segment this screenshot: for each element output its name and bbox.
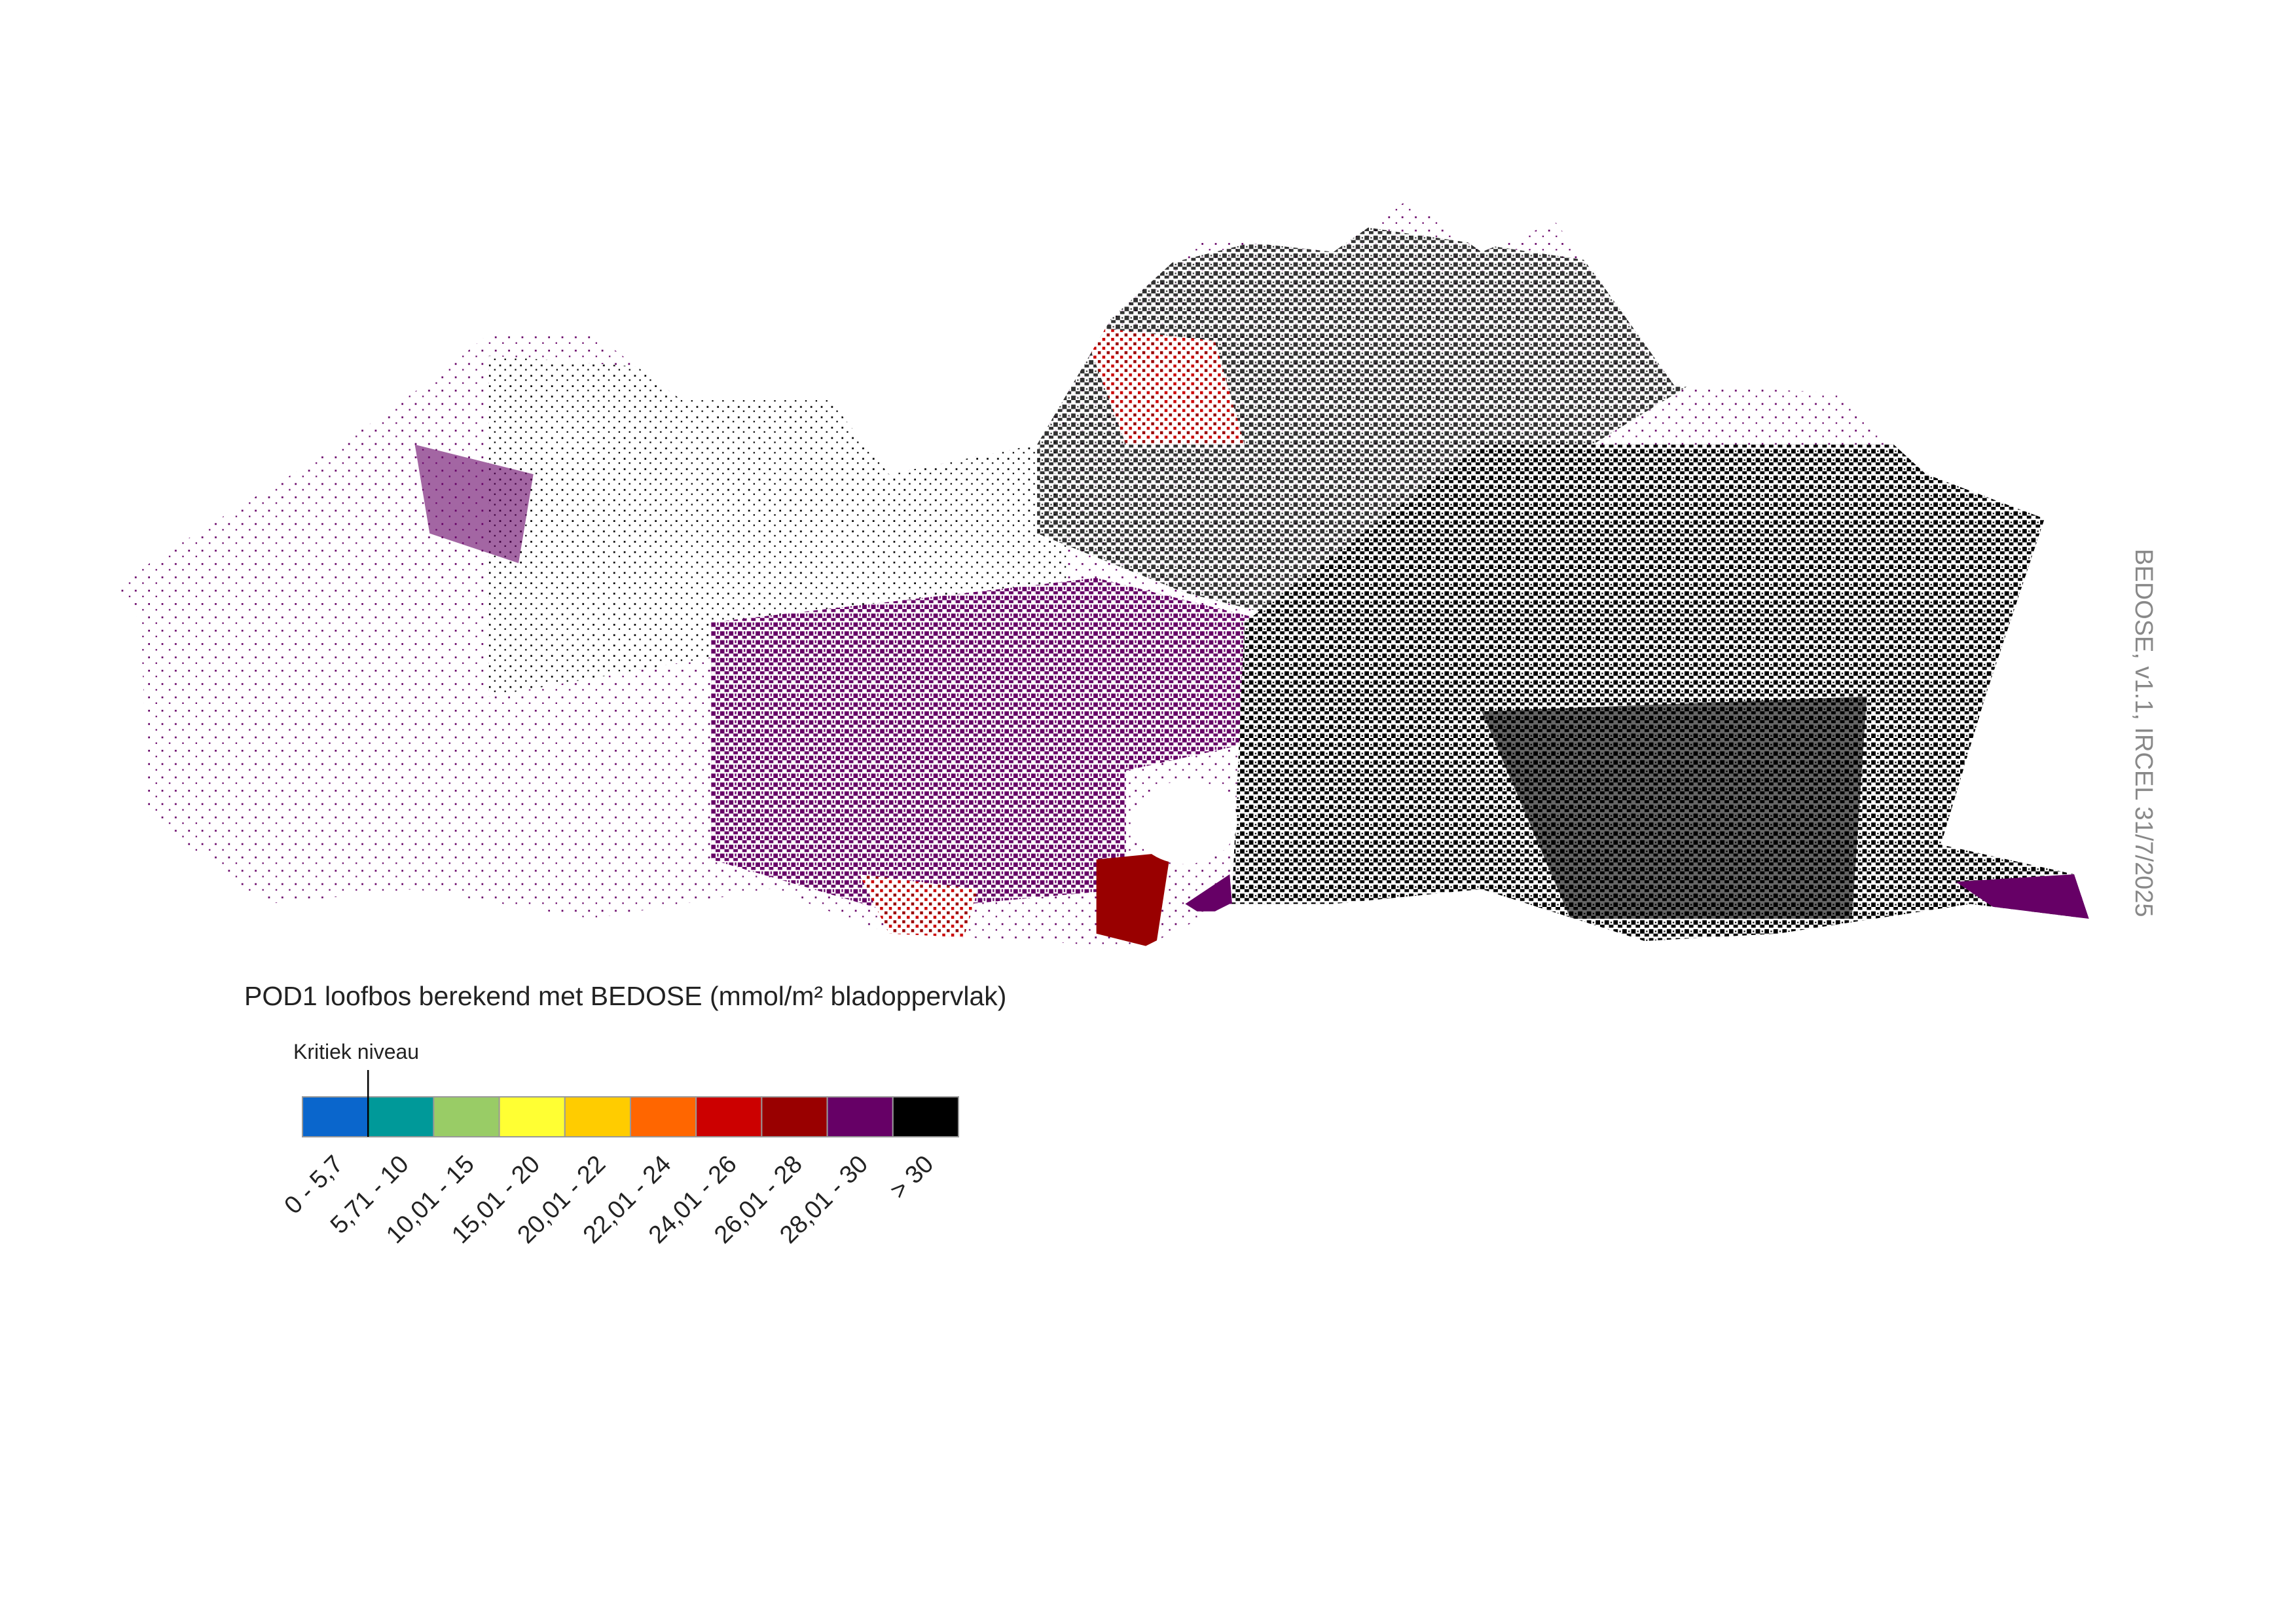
map-region	[1956, 874, 2089, 922]
map-region	[1185, 874, 1233, 912]
legend-swatch	[826, 1096, 894, 1137]
legend-swatch	[892, 1096, 960, 1137]
map-region	[1482, 696, 1867, 919]
legend-title: POD1 loofbos berekend met BEDOSE (mmol/m…	[244, 981, 1006, 1011]
map-region	[1037, 222, 1689, 623]
critical-label: Kritiek niveau	[293, 1040, 419, 1063]
map-region	[859, 874, 978, 942]
legend-swatch	[433, 1096, 500, 1137]
legend-swatch	[367, 1096, 435, 1137]
map-region	[1230, 444, 2075, 949]
map	[115, 200, 2089, 949]
map-region	[1081, 325, 1245, 445]
legend-swatch	[498, 1096, 566, 1137]
legend-swatch	[564, 1096, 631, 1137]
map-region	[711, 578, 1275, 912]
legend-swatch	[695, 1096, 763, 1137]
credit: BEDOSE, v1.1, IRCEL 31/7/2025	[2130, 549, 2157, 917]
legend-swatch	[630, 1096, 697, 1137]
map-region	[414, 444, 534, 563]
legend-swatch	[302, 1096, 369, 1137]
legend-swatch	[761, 1096, 828, 1137]
map-hole	[1133, 781, 1237, 864]
legend-label: > 30	[885, 1151, 939, 1205]
map-region	[1096, 852, 1171, 949]
